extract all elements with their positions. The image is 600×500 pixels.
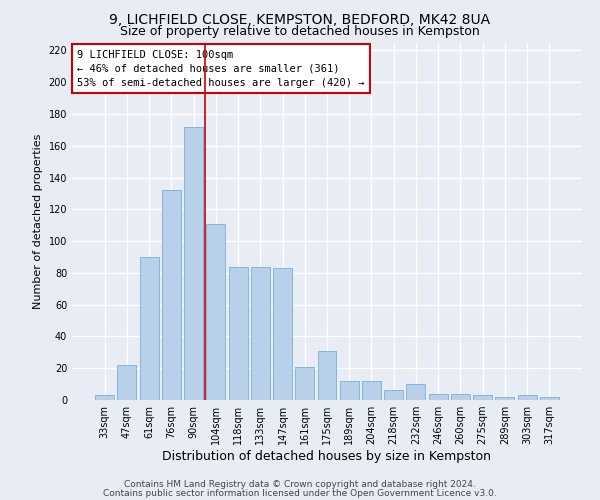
Bar [295, 366, 314, 400]
Bar [518, 395, 536, 400]
Y-axis label: Number of detached properties: Number of detached properties [33, 134, 43, 309]
X-axis label: Distribution of detached houses by size in Kempston: Distribution of detached houses by size … [163, 450, 491, 463]
Text: Size of property relative to detached houses in Kempston: Size of property relative to detached ho… [120, 25, 480, 38]
Text: Contains HM Land Registry data © Crown copyright and database right 2024.: Contains HM Land Registry data © Crown c… [124, 480, 476, 489]
Bar [206, 224, 225, 400]
Bar [273, 268, 292, 400]
Bar [251, 266, 270, 400]
Bar [451, 394, 470, 400]
Bar [95, 395, 114, 400]
Bar [496, 397, 514, 400]
Bar [362, 381, 381, 400]
Bar [118, 365, 136, 400]
Bar [184, 126, 203, 400]
Bar [540, 397, 559, 400]
Bar [340, 381, 359, 400]
Bar [317, 350, 337, 400]
Text: 9, LICHFIELD CLOSE, KEMPSTON, BEDFORD, MK42 8UA: 9, LICHFIELD CLOSE, KEMPSTON, BEDFORD, M… [109, 12, 491, 26]
Bar [406, 384, 425, 400]
Text: 9 LICHFIELD CLOSE: 100sqm
← 46% of detached houses are smaller (361)
53% of semi: 9 LICHFIELD CLOSE: 100sqm ← 46% of detac… [77, 50, 365, 88]
Text: Contains public sector information licensed under the Open Government Licence v3: Contains public sector information licen… [103, 489, 497, 498]
Bar [384, 390, 403, 400]
Bar [162, 190, 181, 400]
Bar [429, 394, 448, 400]
Bar [140, 257, 158, 400]
Bar [473, 395, 492, 400]
Bar [229, 266, 248, 400]
